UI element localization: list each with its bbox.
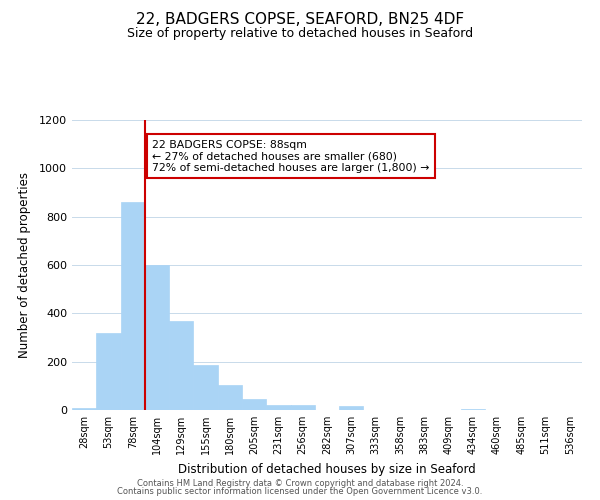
Bar <box>169 320 193 410</box>
Text: Size of property relative to detached houses in Seaford: Size of property relative to detached ho… <box>127 28 473 40</box>
Bar <box>121 202 145 410</box>
Bar <box>72 408 96 410</box>
Text: Contains public sector information licensed under the Open Government Licence v3: Contains public sector information licen… <box>118 487 482 496</box>
Bar <box>290 405 315 410</box>
Y-axis label: Number of detached properties: Number of detached properties <box>17 172 31 358</box>
X-axis label: Distribution of detached houses by size in Seaford: Distribution of detached houses by size … <box>178 462 476 475</box>
Bar <box>96 332 121 410</box>
Bar <box>461 409 485 410</box>
Bar <box>339 406 364 410</box>
Text: Contains HM Land Registry data © Crown copyright and database right 2024.: Contains HM Land Registry data © Crown c… <box>137 478 463 488</box>
Bar <box>193 366 218 410</box>
Bar <box>266 405 290 410</box>
Text: 22, BADGERS COPSE, SEAFORD, BN25 4DF: 22, BADGERS COPSE, SEAFORD, BN25 4DF <box>136 12 464 28</box>
Bar <box>145 265 169 410</box>
Bar <box>242 399 266 410</box>
Text: 22 BADGERS COPSE: 88sqm
← 27% of detached houses are smaller (680)
72% of semi-d: 22 BADGERS COPSE: 88sqm ← 27% of detache… <box>152 140 430 173</box>
Bar <box>218 384 242 410</box>
